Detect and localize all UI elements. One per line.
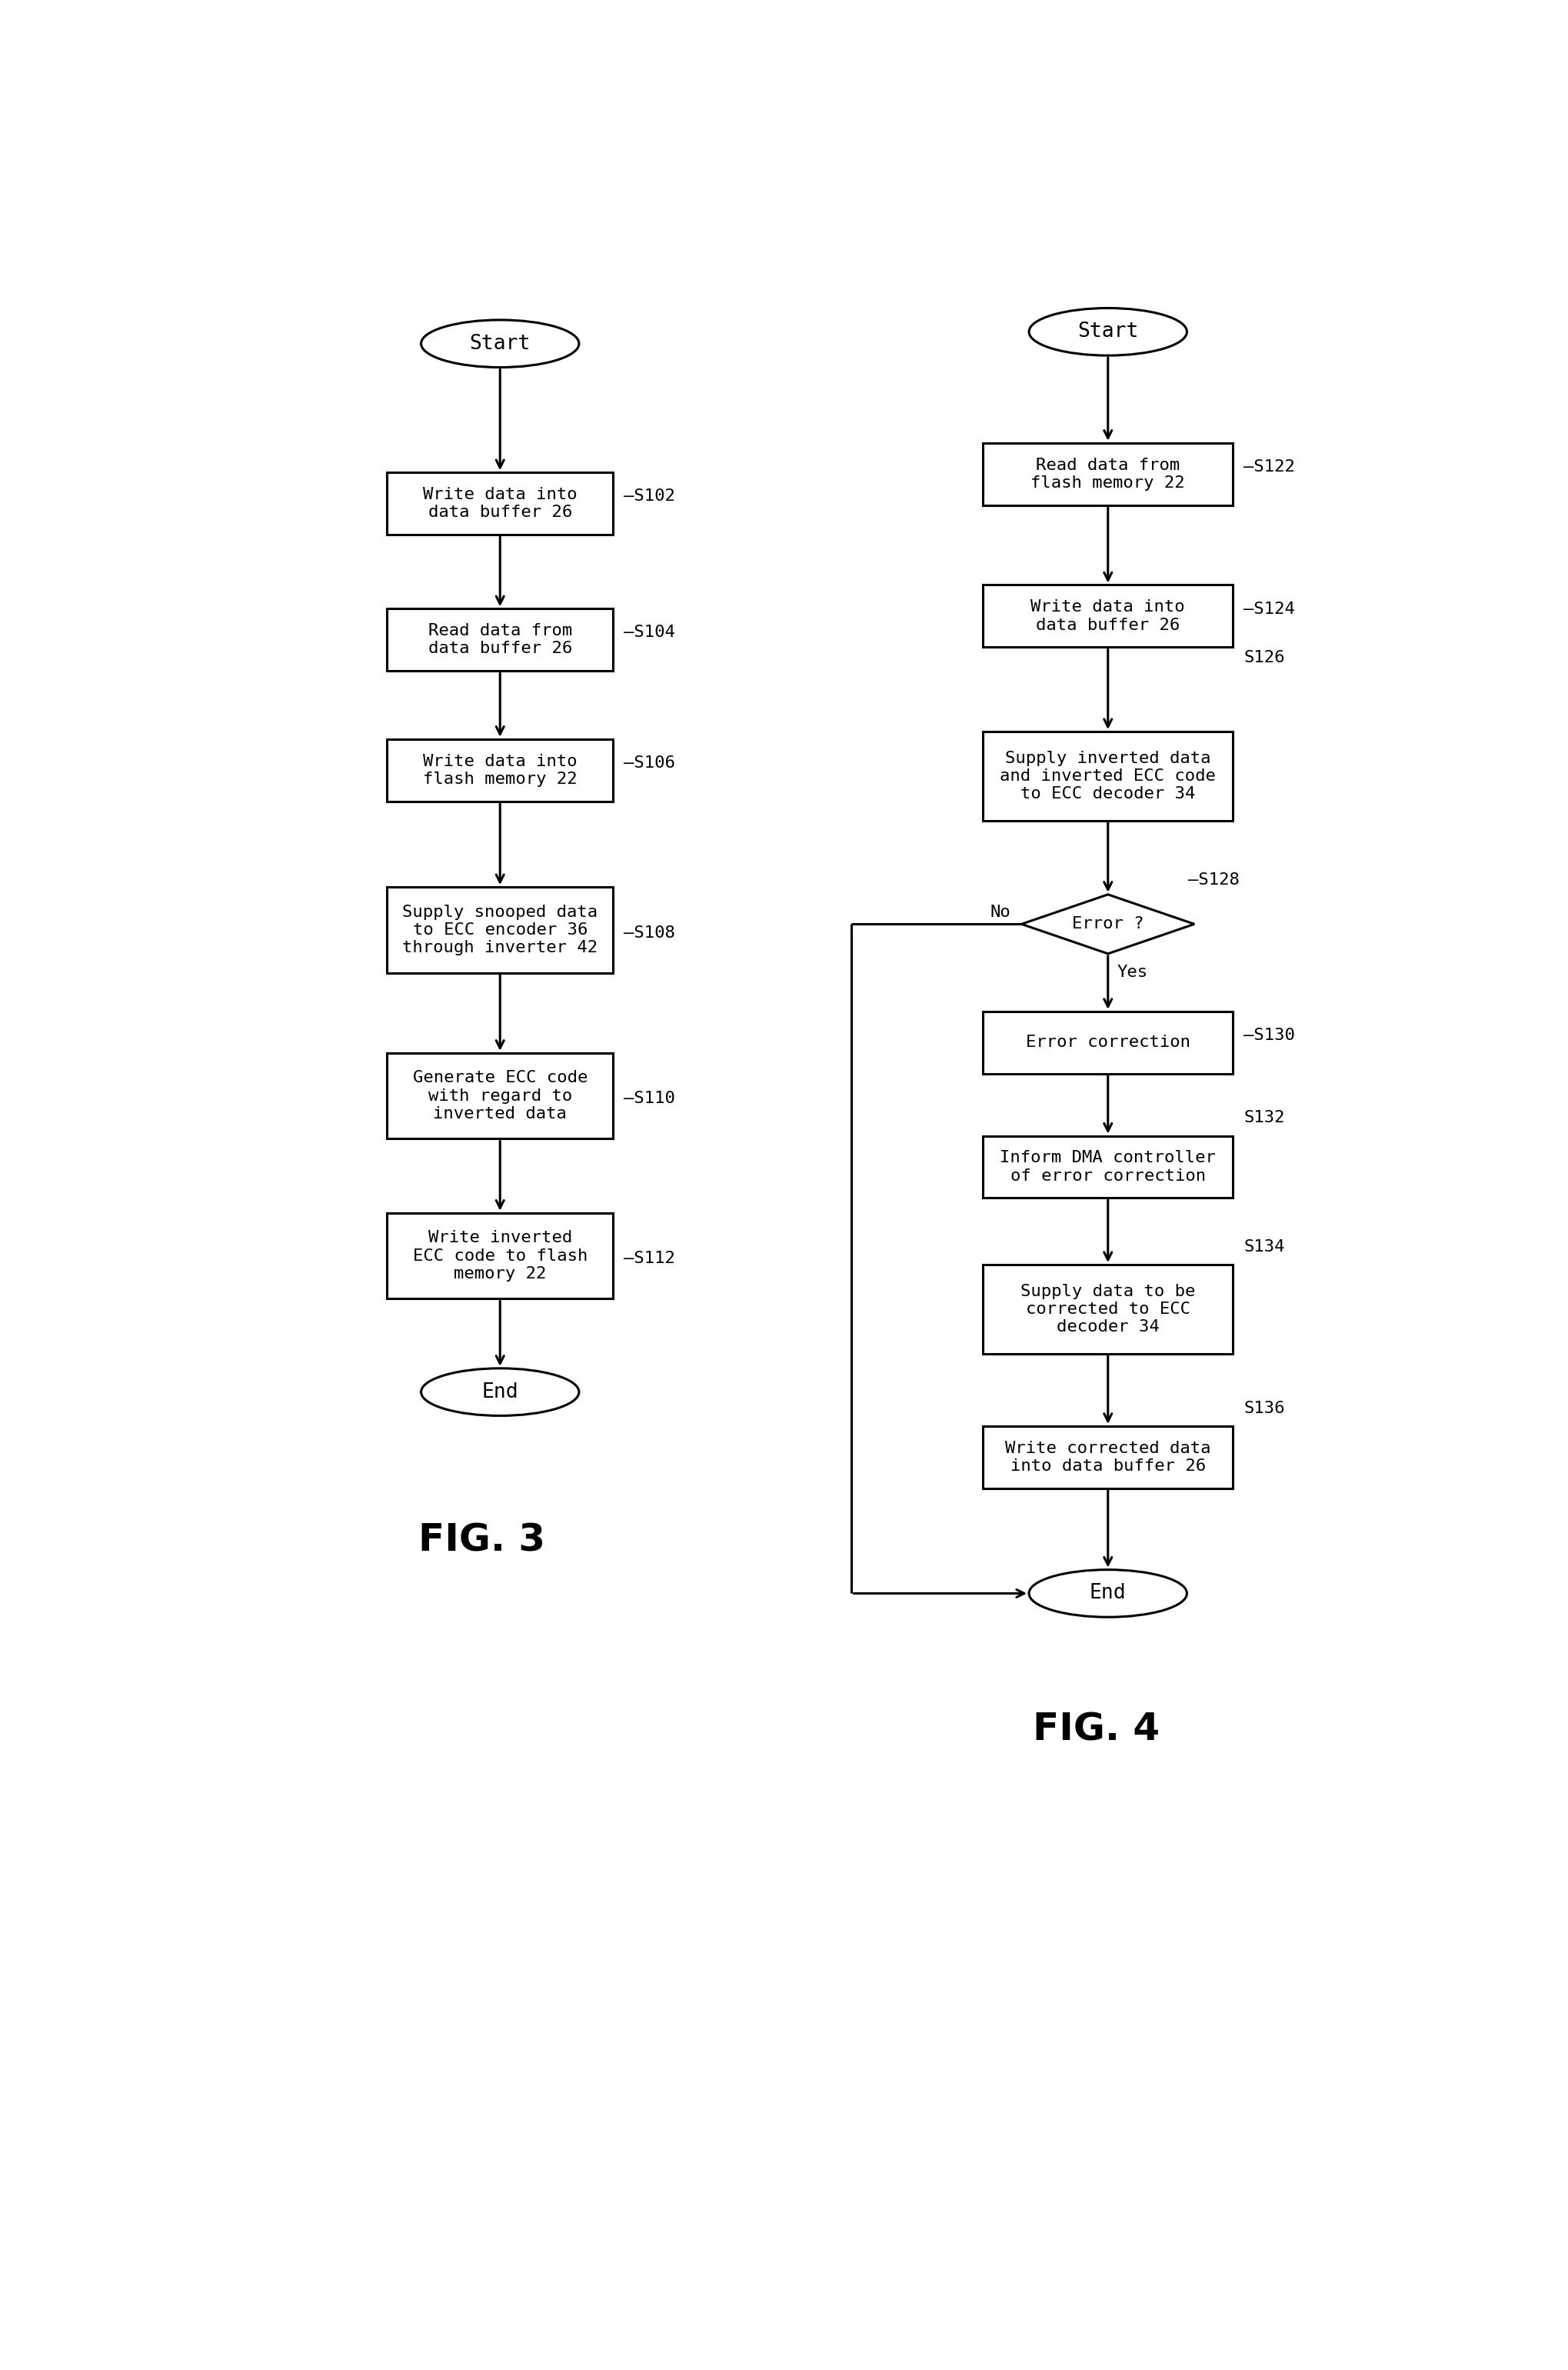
Bar <box>387 1213 613 1299</box>
Text: —S106: —S106 <box>624 756 676 770</box>
Bar <box>982 732 1232 820</box>
Text: Error correction: Error correction <box>1025 1036 1190 1050</box>
Bar <box>982 1135 1232 1197</box>
Text: —S112: —S112 <box>624 1251 676 1266</box>
Ellipse shape <box>1029 308 1187 356</box>
Text: Read data from
data buffer 26: Read data from data buffer 26 <box>428 623 572 656</box>
Text: Yes: Yes <box>1116 965 1148 979</box>
Text: Supply data to be
corrected to ECC
decoder 34: Supply data to be corrected to ECC decod… <box>1021 1285 1195 1334</box>
Text: Write inverted
ECC code to flash
memory 22: Write inverted ECC code to flash memory … <box>412 1230 586 1282</box>
Bar <box>982 1012 1232 1074</box>
Text: —S104: —S104 <box>624 626 676 640</box>
Text: Supply inverted data
and inverted ECC code
to ECC decoder 34: Supply inverted data and inverted ECC co… <box>999 751 1215 801</box>
Text: —S128: —S128 <box>1189 872 1239 886</box>
Text: Supply snooped data
to ECC encoder 36
through inverter 42: Supply snooped data to ECC encoder 36 th… <box>401 905 597 955</box>
Text: Write data into
flash memory 22: Write data into flash memory 22 <box>423 754 577 787</box>
Text: End: End <box>481 1382 517 1403</box>
Bar <box>387 886 613 974</box>
Text: S126: S126 <box>1243 649 1284 666</box>
Text: Write data into
data buffer 26: Write data into data buffer 26 <box>423 486 577 519</box>
Ellipse shape <box>1029 1569 1187 1616</box>
Bar <box>387 739 613 801</box>
Text: S132: S132 <box>1243 1112 1284 1126</box>
Text: Read data from
flash memory 22: Read data from flash memory 22 <box>1030 457 1184 491</box>
Text: —S124: —S124 <box>1243 602 1295 616</box>
Bar <box>387 609 613 671</box>
Bar <box>982 443 1232 505</box>
Text: Inform DMA controller
of error correction: Inform DMA controller of error correctio… <box>999 1149 1215 1183</box>
Ellipse shape <box>420 320 579 367</box>
Text: Error ?: Error ? <box>1071 917 1143 931</box>
Bar <box>982 1427 1232 1488</box>
Bar <box>982 1266 1232 1353</box>
Text: —S122: —S122 <box>1243 460 1295 474</box>
Text: Generate ECC code
with regard to
inverted data: Generate ECC code with regard to inverte… <box>412 1071 586 1121</box>
Text: —S102: —S102 <box>624 488 676 505</box>
Text: FIG. 3: FIG. 3 <box>419 1522 546 1559</box>
Bar <box>387 1052 613 1140</box>
Text: Write data into
data buffer 26: Write data into data buffer 26 <box>1030 600 1184 633</box>
Polygon shape <box>1021 893 1193 953</box>
Text: S136: S136 <box>1243 1401 1284 1415</box>
Text: No: No <box>989 905 1010 920</box>
Text: S134: S134 <box>1243 1240 1284 1254</box>
Ellipse shape <box>420 1367 579 1415</box>
Text: Start: Start <box>469 334 530 353</box>
Text: End: End <box>1090 1583 1126 1604</box>
Text: Write corrected data
into data buffer 26: Write corrected data into data buffer 26 <box>1005 1441 1210 1474</box>
Text: —S130: —S130 <box>1243 1029 1295 1043</box>
Bar <box>982 585 1232 647</box>
Text: —S108: —S108 <box>624 924 676 941</box>
Bar <box>387 472 613 536</box>
Text: Start: Start <box>1077 322 1138 341</box>
Text: —S110: —S110 <box>624 1090 676 1107</box>
Text: FIG. 4: FIG. 4 <box>1032 1711 1159 1749</box>
